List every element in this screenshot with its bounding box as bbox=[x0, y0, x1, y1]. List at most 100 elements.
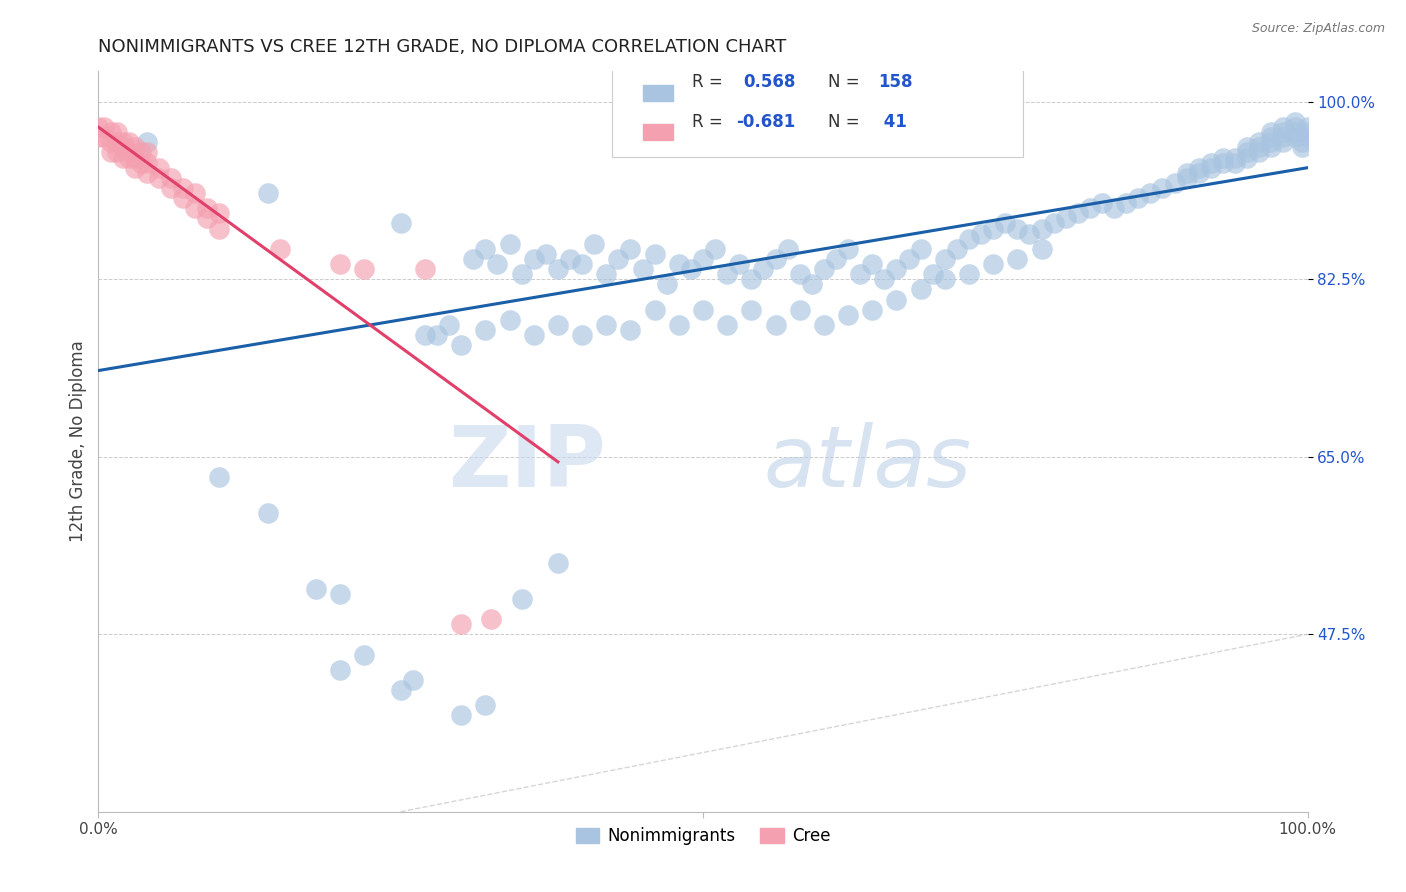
Text: Source: ZipAtlas.com: Source: ZipAtlas.com bbox=[1251, 22, 1385, 36]
Point bbox=[789, 302, 811, 317]
Point bbox=[813, 318, 835, 332]
Point bbox=[1102, 201, 1125, 215]
Point bbox=[172, 181, 194, 195]
Point bbox=[1260, 125, 1282, 139]
Point bbox=[1236, 145, 1258, 160]
Point bbox=[1272, 125, 1295, 139]
Point bbox=[765, 252, 787, 266]
Point bbox=[1260, 136, 1282, 150]
Point bbox=[946, 242, 969, 256]
Point bbox=[910, 242, 932, 256]
Point bbox=[583, 236, 606, 251]
Point bbox=[1018, 227, 1040, 241]
Point bbox=[1031, 242, 1053, 256]
Text: -0.681: -0.681 bbox=[735, 112, 794, 131]
Point bbox=[1188, 166, 1211, 180]
Point bbox=[860, 257, 883, 271]
Point bbox=[1291, 136, 1313, 150]
Point bbox=[413, 328, 436, 343]
Point bbox=[208, 206, 231, 220]
Point bbox=[474, 323, 496, 337]
Point bbox=[1152, 181, 1174, 195]
Text: R =: R = bbox=[692, 73, 723, 92]
Point bbox=[825, 252, 848, 266]
Point bbox=[1163, 176, 1185, 190]
Point bbox=[353, 262, 375, 277]
Point bbox=[329, 257, 352, 271]
Point bbox=[87, 120, 110, 135]
Point bbox=[256, 506, 278, 520]
Point bbox=[148, 170, 170, 185]
Point bbox=[644, 247, 666, 261]
Point bbox=[124, 161, 146, 175]
Point bbox=[1249, 145, 1271, 160]
Point bbox=[486, 257, 509, 271]
Point bbox=[716, 267, 738, 281]
Point bbox=[184, 201, 207, 215]
Point bbox=[934, 252, 956, 266]
Point bbox=[463, 252, 485, 266]
Text: NONIMMIGRANTS VS CREE 12TH GRADE, NO DIPLOMA CORRELATION CHART: NONIMMIGRANTS VS CREE 12TH GRADE, NO DIP… bbox=[98, 38, 787, 56]
Point bbox=[704, 242, 727, 256]
Point bbox=[886, 262, 908, 277]
Point bbox=[692, 302, 714, 317]
Point bbox=[886, 293, 908, 307]
Point bbox=[595, 267, 617, 281]
Point bbox=[837, 308, 859, 322]
Point bbox=[981, 221, 1004, 235]
Point bbox=[1272, 136, 1295, 150]
Point bbox=[1054, 211, 1077, 226]
Point bbox=[111, 140, 134, 154]
Point bbox=[1139, 186, 1161, 200]
Point bbox=[1199, 161, 1222, 175]
Text: 0.568: 0.568 bbox=[742, 73, 796, 92]
Point bbox=[195, 211, 218, 226]
Point bbox=[1128, 191, 1150, 205]
Point bbox=[105, 125, 128, 139]
Point bbox=[160, 170, 183, 185]
Point bbox=[1284, 115, 1306, 129]
Point bbox=[1296, 120, 1319, 135]
Point bbox=[184, 186, 207, 200]
Point bbox=[481, 612, 503, 626]
Point bbox=[93, 120, 115, 135]
Point bbox=[1212, 151, 1234, 165]
Point bbox=[981, 257, 1004, 271]
Point bbox=[1236, 151, 1258, 165]
Point bbox=[100, 125, 122, 139]
Point bbox=[1042, 217, 1064, 231]
Point bbox=[269, 242, 291, 256]
Point bbox=[124, 140, 146, 154]
Text: N =: N = bbox=[828, 73, 859, 92]
Point bbox=[740, 272, 762, 286]
Point bbox=[1078, 201, 1101, 215]
Point bbox=[655, 277, 678, 292]
Point bbox=[118, 136, 141, 150]
Point bbox=[619, 323, 641, 337]
Point bbox=[547, 556, 569, 570]
Point bbox=[510, 591, 533, 606]
Point bbox=[93, 130, 115, 145]
Point bbox=[994, 217, 1017, 231]
Point bbox=[129, 155, 152, 169]
FancyBboxPatch shape bbox=[643, 86, 673, 101]
Point bbox=[571, 328, 593, 343]
Point bbox=[752, 262, 775, 277]
Text: ZIP: ZIP bbox=[449, 422, 606, 505]
Point bbox=[135, 155, 157, 169]
Point bbox=[571, 257, 593, 271]
Point bbox=[450, 617, 472, 632]
Point bbox=[534, 247, 557, 261]
Point bbox=[1284, 130, 1306, 145]
Point bbox=[1291, 140, 1313, 154]
Point bbox=[631, 262, 654, 277]
FancyBboxPatch shape bbox=[643, 125, 673, 140]
Point bbox=[100, 145, 122, 160]
Point bbox=[118, 151, 141, 165]
Point bbox=[1284, 120, 1306, 135]
Point bbox=[498, 313, 520, 327]
Point bbox=[135, 166, 157, 180]
Point bbox=[329, 587, 352, 601]
Point bbox=[607, 252, 630, 266]
Point bbox=[910, 282, 932, 296]
